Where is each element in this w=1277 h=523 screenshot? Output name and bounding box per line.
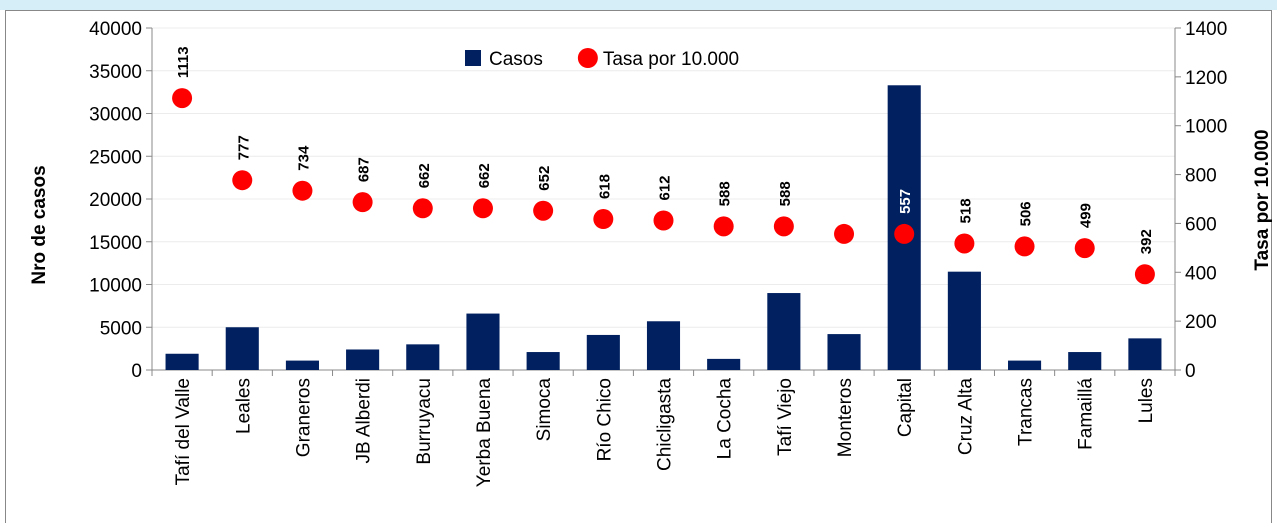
y2-tick-label: 1000	[1185, 117, 1227, 138]
dot	[352, 192, 373, 213]
value-label: 392	[1138, 229, 1155, 254]
dot	[653, 210, 674, 231]
y2-tick-label: 1200	[1185, 68, 1227, 89]
dot	[834, 223, 855, 244]
dot	[533, 200, 554, 221]
y-tick-label: 20000	[89, 190, 142, 211]
y-tick-label: 5000	[100, 318, 142, 339]
chart-border	[5, 10, 1272, 523]
bar	[526, 352, 560, 370]
dot	[1134, 264, 1155, 285]
bar	[1068, 352, 1102, 370]
x-tick-label: Capital	[895, 378, 916, 437]
x-tick-label: Cruz Alta	[955, 378, 976, 456]
value-label: 506	[1018, 201, 1035, 226]
bar	[646, 321, 681, 370]
legend-label: Tasa por 10.000	[603, 49, 739, 70]
x-tick-label: Monteros	[835, 378, 856, 457]
value-label: 662	[416, 163, 433, 188]
y-tick-label: 0	[131, 361, 142, 382]
y-tick-label: 35000	[89, 62, 142, 83]
bar	[1128, 338, 1162, 370]
y-tick-label: 10000	[89, 276, 142, 297]
dot	[1074, 238, 1095, 259]
y2-tick-label: 800	[1185, 166, 1217, 187]
y-axis-title: Nro de casos	[29, 165, 50, 284]
dot	[472, 198, 493, 219]
dot	[954, 233, 975, 254]
dot	[232, 170, 253, 191]
value-label: 662	[476, 163, 493, 188]
value-label: 652	[536, 166, 553, 191]
dot	[773, 216, 794, 237]
y-tick-label: 40000	[89, 19, 142, 40]
value-label: 618	[596, 174, 613, 199]
x-tick-label: Río Chico	[594, 378, 615, 461]
value-label: 777	[235, 135, 252, 160]
y2-tick-label: 400	[1185, 263, 1217, 284]
y-tick-label: 30000	[89, 105, 142, 126]
value-label: 588	[777, 181, 794, 206]
x-tick-label: Tafí Viejo	[775, 378, 796, 456]
x-tick-label: Burruyacu	[414, 378, 435, 465]
dot	[412, 198, 433, 219]
x-tick-label: JB Alberdi	[354, 378, 375, 464]
value-label: 612	[657, 175, 674, 200]
dot	[894, 223, 915, 244]
bar	[406, 344, 440, 370]
x-tick-label: Graneros	[293, 378, 314, 457]
x-tick-label: Chicligasta	[655, 378, 676, 471]
y2-tick-label: 1400	[1185, 19, 1227, 40]
legend-swatch	[577, 48, 598, 68]
value-label: 518	[957, 198, 974, 223]
bar	[165, 353, 199, 370]
x-tick-label: Tafí del Valle	[173, 378, 194, 485]
bar	[346, 349, 380, 370]
x-tick-label: Lules	[1136, 378, 1157, 423]
dot	[292, 180, 313, 201]
bar	[1008, 360, 1042, 370]
x-tick-label: La Cocha	[715, 378, 736, 460]
bar	[707, 358, 741, 370]
legend-swatch	[465, 50, 481, 66]
bar	[285, 360, 319, 370]
value-label: 557	[897, 189, 914, 214]
dot	[593, 209, 614, 230]
value-label: 499	[1078, 203, 1095, 228]
y-tick-label: 15000	[89, 233, 142, 254]
dot	[172, 88, 193, 109]
bar	[586, 334, 620, 370]
y2-tick-label: 200	[1185, 312, 1217, 333]
bar	[947, 271, 981, 370]
x-tick-label: Simoca	[534, 378, 555, 442]
x-tick-label: Leales	[233, 378, 254, 434]
bar	[767, 293, 801, 370]
x-tick-label: Famaillá	[1076, 378, 1097, 450]
y2-axis-title: Tasa por 10.000	[1252, 129, 1273, 270]
bar	[225, 327, 259, 370]
value-label: 734	[295, 145, 312, 171]
dot	[1014, 236, 1035, 257]
y-tick-label: 25000	[89, 147, 142, 168]
y2-tick-label: 0	[1185, 361, 1196, 382]
value-label: 588	[717, 181, 734, 206]
legend-label: Casos	[489, 49, 543, 70]
x-tick-label: Trancas	[1016, 378, 1037, 446]
bar	[466, 313, 500, 370]
value-label: 1113	[175, 46, 192, 78]
bar	[827, 334, 861, 370]
y2-tick-label: 600	[1185, 214, 1217, 235]
x-tick-label: Yerba Buena	[474, 378, 495, 488]
dot	[713, 216, 734, 237]
value-label: 687	[356, 157, 373, 182]
header-strip	[0, 0, 1277, 10]
